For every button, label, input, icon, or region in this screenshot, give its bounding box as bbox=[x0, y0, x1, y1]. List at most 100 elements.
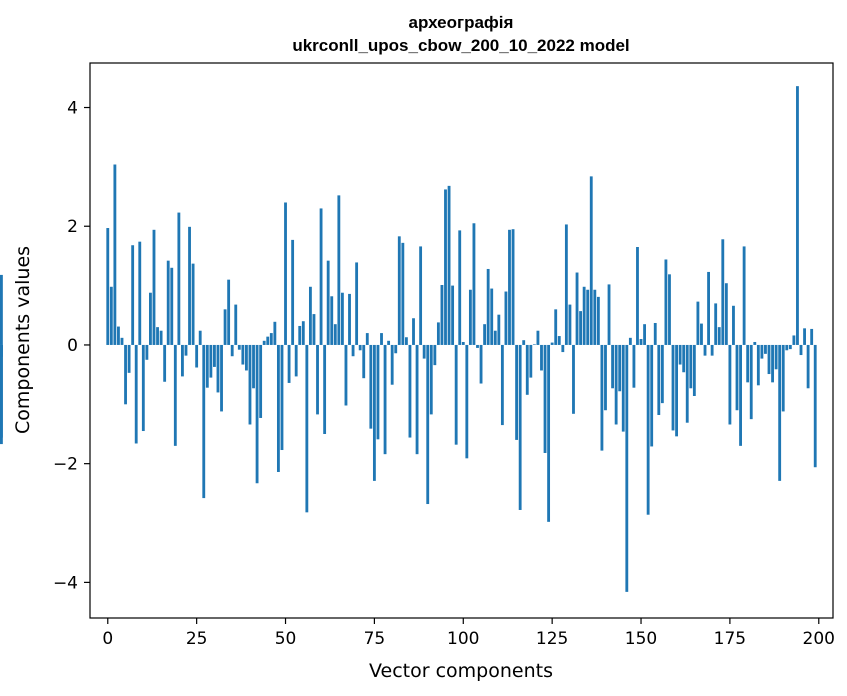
bar bbox=[618, 344, 622, 392]
bar bbox=[572, 344, 575, 414]
bar bbox=[785, 344, 789, 351]
bar bbox=[472, 223, 476, 345]
bar bbox=[284, 202, 287, 345]
bar bbox=[607, 284, 611, 345]
x-tick-label: 125 bbox=[536, 629, 568, 649]
bar bbox=[710, 344, 714, 356]
bar bbox=[298, 325, 302, 345]
bar bbox=[198, 330, 202, 345]
bar bbox=[209, 344, 213, 378]
bar bbox=[447, 185, 451, 345]
bar bbox=[735, 344, 739, 411]
bar bbox=[241, 344, 245, 365]
bar bbox=[120, 337, 124, 345]
bar bbox=[664, 259, 668, 345]
chart-subtitle: ukrconll_upos_cbow_200_10_2022 model bbox=[292, 36, 629, 55]
bar bbox=[412, 318, 415, 345]
bar bbox=[145, 344, 149, 360]
bar bbox=[767, 344, 771, 375]
x-axis-label: Vector components bbox=[369, 660, 553, 682]
bar bbox=[678, 344, 682, 365]
bar bbox=[348, 293, 351, 345]
bar bbox=[707, 271, 710, 345]
plot-frame bbox=[89, 62, 834, 619]
bar bbox=[625, 344, 629, 592]
bar bbox=[163, 344, 167, 382]
bar bbox=[746, 344, 750, 383]
bar bbox=[643, 324, 646, 345]
bar bbox=[628, 337, 632, 345]
bar bbox=[141, 344, 145, 432]
bar bbox=[237, 344, 241, 350]
bar bbox=[717, 327, 721, 345]
bar bbox=[323, 344, 327, 434]
bar bbox=[305, 344, 309, 513]
bar bbox=[191, 263, 195, 345]
bar bbox=[127, 344, 131, 373]
bar bbox=[600, 344, 604, 451]
bar bbox=[696, 301, 700, 345]
x-tick-label: 0 bbox=[102, 629, 113, 649]
bar bbox=[593, 289, 597, 345]
bar bbox=[362, 344, 366, 379]
bar bbox=[813, 344, 817, 468]
bar bbox=[422, 344, 426, 359]
bar bbox=[188, 226, 191, 345]
bar bbox=[312, 314, 316, 345]
bar bbox=[444, 189, 447, 345]
x-tick-label: 200 bbox=[803, 629, 835, 649]
x-tick-label: 175 bbox=[714, 629, 746, 649]
bar bbox=[742, 246, 746, 345]
bar bbox=[326, 260, 330, 345]
bar bbox=[234, 304, 238, 345]
bar bbox=[671, 344, 675, 431]
bar bbox=[294, 344, 298, 377]
bar bbox=[344, 344, 348, 406]
bar bbox=[810, 328, 814, 345]
bar bbox=[433, 344, 437, 366]
bar bbox=[543, 344, 547, 453]
bar bbox=[248, 344, 252, 425]
bar bbox=[760, 344, 764, 359]
bar bbox=[582, 286, 586, 345]
bar bbox=[223, 309, 227, 345]
y-tick-label: 2 bbox=[67, 217, 78, 237]
bar bbox=[216, 344, 220, 393]
bar bbox=[426, 344, 430, 505]
bar bbox=[493, 330, 497, 345]
bar bbox=[397, 236, 401, 345]
bar bbox=[803, 328, 806, 345]
bar bbox=[436, 322, 440, 345]
bar bbox=[604, 344, 607, 411]
bar bbox=[358, 344, 362, 351]
bar bbox=[529, 344, 533, 378]
bar bbox=[525, 344, 529, 395]
bar bbox=[287, 344, 291, 383]
bar bbox=[646, 344, 650, 515]
bar bbox=[113, 164, 117, 345]
bar bbox=[596, 296, 600, 345]
bar bbox=[479, 344, 483, 384]
bar bbox=[536, 330, 540, 345]
bar bbox=[440, 285, 444, 345]
bar bbox=[739, 344, 742, 446]
bar bbox=[561, 344, 565, 353]
bar bbox=[337, 195, 341, 345]
bar bbox=[564, 224, 568, 345]
bar bbox=[799, 344, 803, 356]
y-tick-label: −4 bbox=[53, 573, 78, 593]
bar bbox=[490, 288, 494, 345]
bar bbox=[796, 86, 799, 345]
bar bbox=[575, 272, 579, 345]
bar bbox=[387, 340, 391, 345]
y-tick-label: 0 bbox=[67, 336, 78, 356]
bar bbox=[245, 344, 248, 371]
bar bbox=[404, 337, 408, 345]
bar bbox=[276, 344, 280, 472]
bar bbox=[280, 344, 284, 451]
bar bbox=[273, 321, 277, 345]
bar bbox=[131, 245, 135, 345]
bar bbox=[476, 344, 479, 348]
